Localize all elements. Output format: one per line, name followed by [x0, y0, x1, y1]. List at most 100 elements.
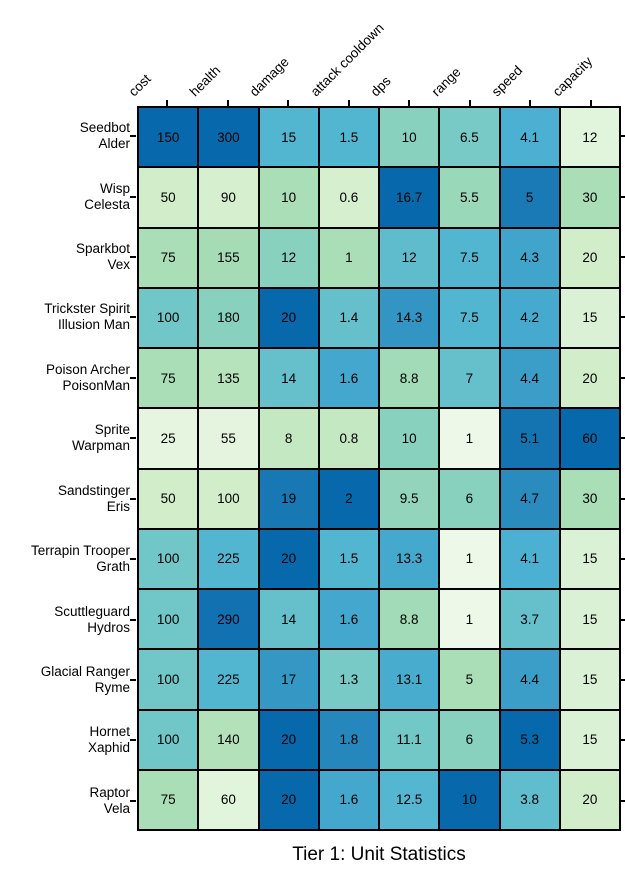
row-label: Sprite Warpman	[71, 422, 130, 454]
right-tick	[621, 800, 625, 802]
heatmap-cell: 30	[560, 168, 619, 227]
right-tick	[621, 619, 625, 621]
heatmap-cell: 225	[199, 529, 258, 588]
right-tick	[621, 316, 625, 318]
heatmap-cell: 19	[259, 469, 318, 528]
heatmap-cell: 50	[139, 168, 198, 227]
column-header: damage	[246, 54, 293, 100]
heatmap-cell: 17	[259, 650, 318, 709]
heatmap-cell: 1	[440, 590, 499, 649]
column-header: speed	[488, 62, 526, 100]
row-label: Scuttleguard Hydros	[54, 603, 130, 635]
heatmap-cell: 12	[560, 108, 619, 167]
heatmap-cell: 1.5	[319, 529, 378, 588]
right-tick	[621, 498, 625, 500]
top-tick	[408, 100, 410, 106]
heatmap-cell: 4.1	[500, 108, 559, 167]
heatmap-cell: 300	[199, 108, 258, 167]
heatmap-cell: 20	[259, 529, 318, 588]
heatmap-cell: 0.8	[319, 409, 378, 468]
heatmap-cell: 15	[560, 650, 619, 709]
heatmap-cell: 90	[199, 168, 258, 227]
heatmap-cell: 1.3	[319, 650, 378, 709]
heatmap-cell: 10	[380, 108, 439, 167]
heatmap-cell: 75	[139, 349, 198, 408]
right-tick	[621, 437, 625, 439]
row-label: Wisp Celesta	[84, 180, 130, 212]
heatmap-cell: 8	[259, 409, 318, 468]
row-label: Sandstinger Eris	[57, 482, 130, 514]
heatmap-cell: 10	[259, 168, 318, 227]
right-tick	[621, 135, 625, 137]
chart-title: Tier 1: Unit Statistics	[292, 844, 466, 865]
heatmap-cell: 14	[259, 590, 318, 649]
heatmap-cell: 14	[259, 349, 318, 408]
heatmap-cell: 15	[560, 590, 619, 649]
heatmap-cell: 4.1	[500, 529, 559, 588]
heatmap-cell: 8.8	[380, 590, 439, 649]
heatmap-cell: 2	[319, 469, 378, 528]
left-tick	[130, 619, 136, 621]
heatmap-cell: 100	[199, 469, 258, 528]
heatmap-cell: 6	[440, 469, 499, 528]
heatmap-cell: 15	[259, 108, 318, 167]
heatmap-cell: 150	[139, 108, 198, 167]
heatmap-cell: 25	[139, 409, 198, 468]
heatmap-cell: 4.3	[500, 228, 559, 287]
top-tick	[469, 100, 471, 106]
heatmap-cell: 1.6	[319, 349, 378, 408]
row-label: Trickster Spirit Illusion Man	[44, 301, 130, 333]
heatmap-cell: 12	[259, 228, 318, 287]
heatmap-cell: 225	[199, 650, 258, 709]
row-label: Raptor Vela	[89, 784, 130, 816]
heatmap-cell: 7.5	[440, 288, 499, 347]
heatmap-cell: 6.5	[440, 108, 499, 167]
heatmap-cell: 100	[139, 650, 198, 709]
left-tick	[130, 679, 136, 681]
row-label: Hornet Xaphid	[87, 724, 130, 756]
heatmap-cell: 14.3	[380, 288, 439, 347]
row-label: Terrapin Trooper Grath	[30, 543, 130, 575]
heatmap-cell: 50	[139, 469, 198, 528]
heatmap-cell: 100	[139, 529, 198, 588]
top-tick	[227, 100, 229, 106]
heatmap-cell: 155	[199, 228, 258, 287]
heatmap-cell: 5	[500, 168, 559, 227]
heatmap-cell: 100	[139, 710, 198, 769]
heatmap-cell: 4.7	[500, 469, 559, 528]
heatmap-cell: 10	[440, 770, 499, 829]
heatmap-cell: 1	[440, 409, 499, 468]
column-header: cost	[125, 71, 155, 100]
heatmap-cell: 1.6	[319, 770, 378, 829]
heatmap-cell: 20	[560, 228, 619, 287]
right-tick	[621, 679, 625, 681]
heatmap-cell: 75	[139, 770, 198, 829]
heatmap-grid: 150 300 15 1.5 10 6.5 4.1 12 50 90 10 0.6 16.7 5.5 5 30…	[137, 106, 621, 831]
column-header: health	[186, 62, 224, 100]
heatmap-cell: 55	[199, 409, 258, 468]
left-tick	[130, 135, 136, 137]
heatmap-cell: 3.8	[500, 770, 559, 829]
heatmap-cell: 290	[199, 590, 258, 649]
heatmap-cell: 11.1	[380, 710, 439, 769]
left-tick	[130, 498, 136, 500]
heatmap-cell: 100	[139, 590, 198, 649]
heatmap-cell: 75	[139, 228, 198, 287]
column-header: dps	[367, 73, 394, 100]
heatmap-cell: 140	[199, 710, 258, 769]
right-tick	[621, 558, 625, 560]
heatmap-cell: 8.8	[380, 349, 439, 408]
top-tick	[348, 100, 350, 106]
left-tick	[130, 196, 136, 198]
heatmap-cell: 16.7	[380, 168, 439, 227]
left-tick	[130, 558, 136, 560]
heatmap-cell: 12	[380, 228, 439, 287]
heatmap-cell: 3.7	[500, 590, 559, 649]
row-label: Glacial Ranger Ryme	[40, 664, 130, 695]
heatmap-cell: 5.5	[440, 168, 499, 227]
left-tick	[130, 739, 136, 741]
heatmap-cell: 15	[560, 529, 619, 588]
heatmap-cell: 1.4	[319, 288, 378, 347]
heatmap-cell: 1	[319, 228, 378, 287]
